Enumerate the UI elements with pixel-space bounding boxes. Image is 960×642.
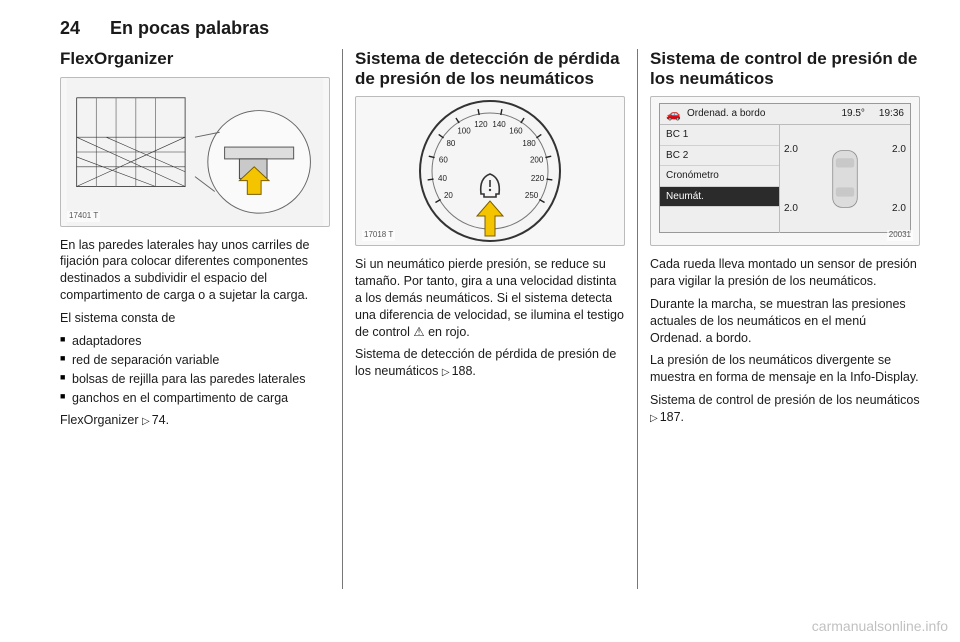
- tire-fl: 2.0: [784, 143, 798, 157]
- svg-text:250: 250: [525, 191, 539, 200]
- column-3: Sistema de control de presión de los neu…: [638, 49, 920, 589]
- menu-item: BC 1: [660, 125, 779, 146]
- car-top-icon: [822, 139, 868, 219]
- col2-ref-page: 188.: [452, 364, 476, 378]
- chapter-title: En pocas palabras: [110, 18, 269, 39]
- ref-triangle-icon: [650, 410, 660, 424]
- list-item: adaptadores: [60, 333, 330, 350]
- col2-ref: Sistema de detección de pérdida de presi…: [355, 346, 625, 380]
- col1-ref: FlexOrganizer 74.: [60, 412, 330, 429]
- info-display: 🚗 Ordenad. a bordo 19.5° 19:36 BC 1 BC 2…: [659, 103, 911, 233]
- figure-flexorganizer: 17401 T: [60, 77, 330, 227]
- col1-list: adaptadores red de separación variable b…: [60, 333, 330, 407]
- list-item: ganchos en el compartimento de carga: [60, 390, 330, 407]
- menu-item: BC 2: [660, 146, 779, 167]
- display-menu: BC 1 BC 2 Cronómetro Neumát.: [660, 125, 780, 233]
- car-icon: 🚗: [666, 106, 681, 122]
- col1-title: FlexOrganizer: [60, 49, 330, 69]
- columns: FlexOrganizer: [60, 49, 920, 589]
- fig1-label: 17401 T: [67, 211, 100, 222]
- svg-text:120: 120: [474, 120, 488, 129]
- svg-text:180: 180: [522, 139, 536, 148]
- manual-page: 24 En pocas palabras FlexOrganizer: [0, 0, 960, 642]
- column-1: FlexOrganizer: [60, 49, 343, 589]
- page-number: 24: [60, 18, 80, 39]
- svg-text:140: 140: [492, 120, 506, 129]
- tire-rl: 2.0: [784, 202, 798, 216]
- menu-item: Cronómetro: [660, 166, 779, 187]
- column-2: Sistema de detección de pérdida de presi…: [343, 49, 638, 589]
- flexorganizer-illustration: [61, 78, 329, 226]
- speedometer-illustration: 20 40 60 80100120 140160 180 200 220 250: [415, 96, 565, 246]
- svg-text:160: 160: [509, 127, 523, 136]
- display-body: BC 1 BC 2 Cronómetro Neumát. 2.0: [660, 125, 910, 233]
- col2-p1: Si un neumático pierde presión, se reduc…: [355, 256, 625, 340]
- svg-text:20: 20: [444, 191, 453, 200]
- fig3-label: 20031: [887, 230, 913, 241]
- col2-p1-b: en rojo.: [425, 325, 470, 339]
- figure-speedometer: 20 40 60 80100120 140160 180 200 220 250 17018 T: [355, 96, 625, 246]
- svg-text:80: 80: [446, 139, 455, 148]
- watermark: carmanualsonline.info: [812, 618, 948, 634]
- col3-title: Sistema de control de presión de los neu…: [650, 49, 920, 88]
- display-time: 19:36: [879, 107, 904, 121]
- col3-ref: Sistema de control de presión de los neu…: [650, 392, 920, 426]
- ref-triangle-icon: [442, 364, 452, 378]
- fig2-label: 17018 T: [362, 230, 395, 241]
- svg-text:40: 40: [438, 174, 447, 183]
- tire-rr: 2.0: [892, 202, 906, 216]
- col1-ref-page: 74.: [152, 413, 169, 427]
- col2-title: Sistema de detección de pérdida de presi…: [355, 49, 625, 88]
- col3-ref-page: 187.: [660, 410, 684, 424]
- figure-info-display: 🚗 Ordenad. a bordo 19.5° 19:36 BC 1 BC 2…: [650, 96, 920, 246]
- svg-text:100: 100: [457, 127, 471, 136]
- page-header: 24 En pocas palabras: [60, 18, 920, 39]
- tire-fr: 2.0: [892, 143, 906, 157]
- display-tire-panel: 2.0 2.0 2.0 2.0: [780, 125, 910, 233]
- col3-p2: Durante la marcha, se muestran las presi…: [650, 296, 920, 347]
- col3-ref-text: Sistema de control de presión de los neu…: [650, 393, 920, 407]
- col1-intro: En las paredes laterales hay unos carril…: [60, 237, 330, 305]
- ref-triangle-icon: [142, 413, 152, 427]
- col2-ref-text: Sistema de detección de pérdida de presi…: [355, 347, 616, 378]
- col2-p1-a: Si un neumático pierde presión, se reduc…: [355, 257, 624, 339]
- warning-icon: ⚠: [413, 325, 424, 339]
- col1-list-lead: El sistema consta de: [60, 310, 330, 327]
- list-item: bolsas de rejilla para las paredes later…: [60, 371, 330, 388]
- col1-ref-text: FlexOrganizer: [60, 413, 142, 427]
- menu-item-selected: Neumát.: [660, 187, 779, 208]
- svg-text:60: 60: [439, 156, 448, 165]
- display-header: 🚗 Ordenad. a bordo 19.5° 19:36: [660, 104, 910, 125]
- col3-p1: Cada rueda lleva montado un sensor de pr…: [650, 256, 920, 290]
- svg-text:220: 220: [531, 174, 545, 183]
- display-temp: 19.5°: [841, 107, 864, 121]
- display-title: Ordenad. a bordo: [687, 107, 835, 121]
- col3-p3: La presión de los neumáticos divergente …: [650, 352, 920, 386]
- list-item: red de separación variable: [60, 352, 330, 369]
- svg-text:200: 200: [530, 156, 544, 165]
